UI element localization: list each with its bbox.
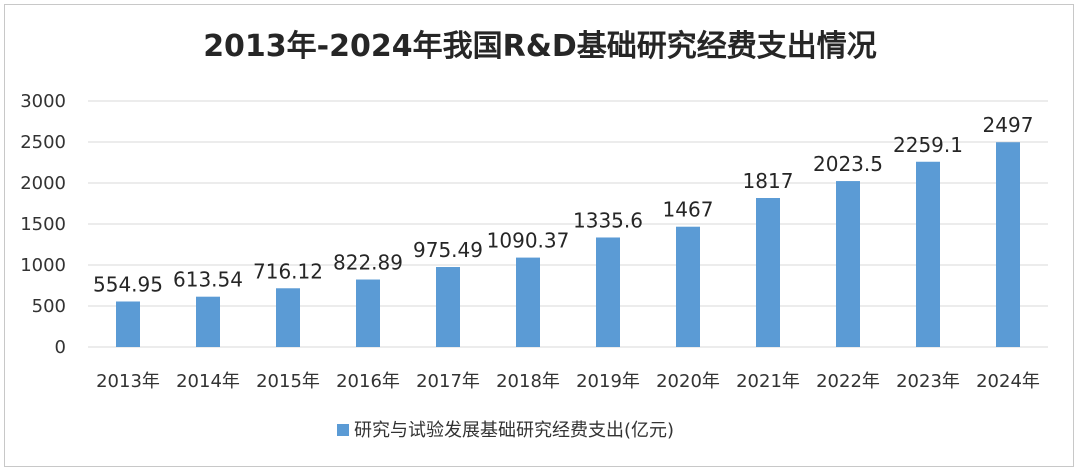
x-tick-label: 2016年 xyxy=(336,371,400,392)
x-tick-label: 2013年 xyxy=(96,371,160,392)
x-tick-label: 2024年 xyxy=(976,371,1040,392)
bar xyxy=(996,142,1020,347)
x-tick-label: 2018年 xyxy=(496,371,560,392)
legend-label: 研究与试验发展基础研究经费支出(亿元) xyxy=(354,420,674,441)
y-axis-ticks: 0 500 1000 1500 2000 2500 3000 xyxy=(20,91,66,358)
bar xyxy=(596,237,620,347)
x-tick-label: 2023年 xyxy=(896,371,960,392)
x-tick-label: 2020年 xyxy=(656,371,720,392)
y-tick-label: 0 xyxy=(55,337,66,358)
y-tick-label: 2000 xyxy=(20,173,66,194)
data-label: 975.49 xyxy=(413,238,483,262)
data-label: 2497 xyxy=(983,113,1034,137)
y-tick-label: 500 xyxy=(32,296,66,317)
data-label: 1335.6 xyxy=(573,208,643,232)
bar xyxy=(436,267,460,347)
x-tick-label: 2015年 xyxy=(256,371,320,392)
x-tick-label: 2014年 xyxy=(176,371,240,392)
x-tick-label: 2021年 xyxy=(736,371,800,392)
bar xyxy=(196,296,220,347)
data-label: 554.95 xyxy=(93,272,163,296)
data-label: 716.12 xyxy=(253,259,323,283)
data-label: 613.54 xyxy=(173,268,243,292)
x-tick-label: 2022年 xyxy=(816,371,880,392)
chart-title: 2013年-2024年我国R&D基础研究经费支出情况 xyxy=(203,29,877,64)
chart-frame xyxy=(4,4,1074,467)
data-labels: 554.95 613.54 716.12 822.89 975.49 1090.37133… xyxy=(93,113,1033,296)
data-label: 822.89 xyxy=(333,251,403,275)
x-tick-label: 2019年 xyxy=(576,371,640,392)
data-label: 1817 xyxy=(743,169,794,193)
bar xyxy=(676,226,700,347)
y-tick-label: 1500 xyxy=(20,214,66,235)
bar xyxy=(916,161,940,347)
bar xyxy=(276,288,300,347)
legend-swatch xyxy=(337,424,349,436)
gridlines xyxy=(88,100,1048,348)
data-label: 1467 xyxy=(663,198,714,222)
bar xyxy=(356,279,380,347)
bar xyxy=(836,181,860,347)
y-tick-label: 1000 xyxy=(20,255,66,276)
data-label: 2023.5 xyxy=(813,152,883,176)
legend: 研究与试验发展基础研究经费支出(亿元) xyxy=(337,420,674,441)
bar xyxy=(116,301,140,347)
y-tick-label: 3000 xyxy=(20,91,66,112)
data-label: 2259.1 xyxy=(893,133,963,157)
bar xyxy=(756,198,780,347)
data-label: 1090.37 xyxy=(487,229,570,253)
x-axis-ticks: 2013年 2014年 2015年 2016年 2017年 2018年 2019年 2020年… xyxy=(96,371,1040,392)
y-tick-label: 2500 xyxy=(20,132,66,153)
x-tick-label: 2017年 xyxy=(416,371,480,392)
bar xyxy=(516,257,540,347)
bars xyxy=(116,142,1020,347)
